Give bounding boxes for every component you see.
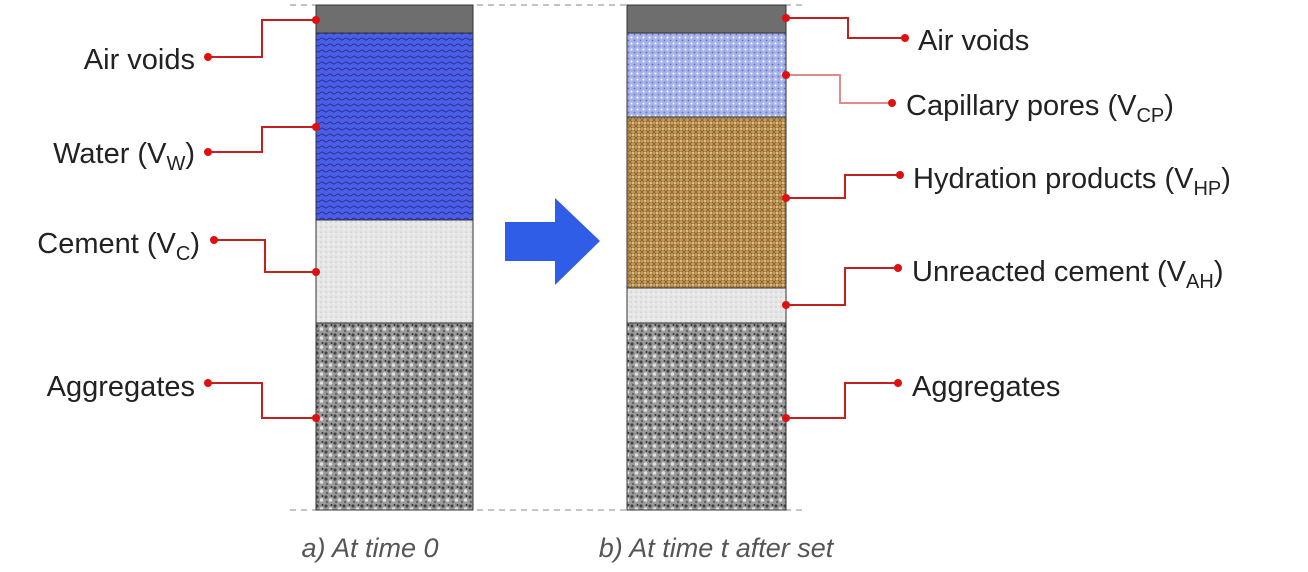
label: Air voids bbox=[918, 25, 1029, 57]
caption: a) At time 0 bbox=[301, 533, 438, 563]
label-part: ) bbox=[1164, 90, 1174, 122]
label: Unreacted cement (VAH) bbox=[912, 256, 1223, 293]
label-part: C bbox=[176, 243, 190, 265]
label-part: ) bbox=[1214, 256, 1224, 288]
label-part: AH bbox=[1186, 271, 1214, 293]
left-connectors bbox=[204, 16, 320, 422]
label-part: CP bbox=[1136, 105, 1164, 127]
left-labels: Air voids Water (VW) Cement (VC) Aggrega… bbox=[37, 44, 200, 403]
label: Cement (VC) bbox=[37, 228, 200, 265]
label-part: Capillary pores (V bbox=[906, 90, 1137, 122]
label-part: Aggregates bbox=[912, 371, 1060, 403]
label-part: ) bbox=[190, 228, 200, 260]
caption: b) At time t after set bbox=[599, 533, 835, 563]
label-part: Aggregates bbox=[47, 371, 195, 403]
right-column bbox=[626, 4, 787, 511]
label: Water (VW) bbox=[53, 138, 195, 175]
left-column bbox=[315, 4, 474, 511]
right-connectors bbox=[782, 14, 909, 422]
label-part: Hydration products (V bbox=[913, 163, 1194, 195]
label-part: ) bbox=[185, 138, 195, 170]
label: Hydration products (VHP) bbox=[913, 163, 1231, 200]
label-part: Air voids bbox=[84, 44, 195, 76]
label: Aggregates bbox=[912, 371, 1060, 403]
arrow bbox=[505, 198, 600, 285]
label-part: Unreacted cement (V bbox=[912, 256, 1187, 288]
label-part: Cement (V bbox=[37, 228, 176, 260]
label-part: Water (V bbox=[53, 138, 167, 170]
label: Aggregates bbox=[47, 371, 195, 403]
label-part: ) bbox=[1221, 163, 1231, 195]
label-part: Air voids bbox=[918, 25, 1029, 57]
label: Air voids bbox=[84, 44, 195, 76]
label: Capillary pores (VCP) bbox=[906, 90, 1174, 127]
right-labels: Air voids Capillary pores (VCP) Hydratio… bbox=[906, 25, 1231, 403]
label-part: HP bbox=[1193, 178, 1221, 200]
label-part: W bbox=[166, 153, 185, 175]
